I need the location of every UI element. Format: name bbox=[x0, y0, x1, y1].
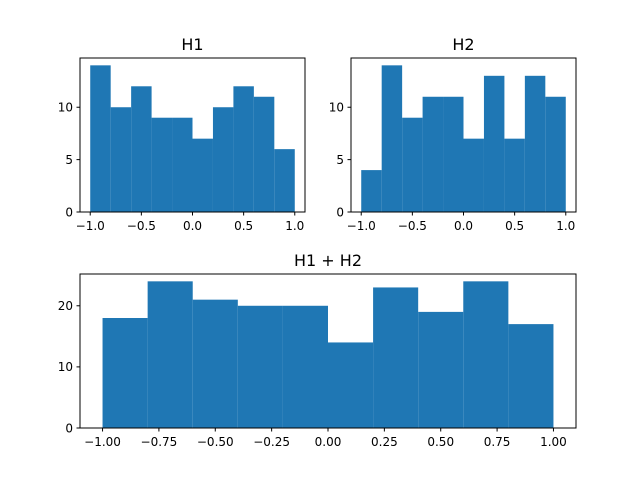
histogram-bar bbox=[192, 299, 238, 428]
histogram-bar bbox=[253, 96, 275, 212]
y-tick-label: 0 bbox=[336, 205, 344, 219]
y-tick-label: 5 bbox=[336, 153, 344, 167]
subplot-h2: −1.0 −0.5 0.0 0.5 1.0 0 5 10 H2 bbox=[329, 35, 577, 233]
chart-title: H1 + H2 bbox=[294, 251, 362, 270]
histogram-bar bbox=[545, 96, 566, 212]
histogram-bar bbox=[361, 170, 382, 212]
histogram-bar bbox=[422, 96, 444, 212]
x-tick-label: 1.00 bbox=[540, 435, 567, 449]
x-tick-label: 0.5 bbox=[505, 219, 524, 233]
histogram-bar bbox=[151, 117, 173, 212]
histogram-bar bbox=[237, 305, 283, 428]
x-tick-label: −0.75 bbox=[141, 435, 178, 449]
x-tick-label: −0.25 bbox=[253, 435, 290, 449]
histogram-bar bbox=[463, 281, 509, 428]
histogram-bar bbox=[418, 311, 464, 428]
histogram-bar bbox=[381, 65, 403, 212]
x-tick-label: 0.50 bbox=[427, 435, 454, 449]
x-tick-label: 0.25 bbox=[371, 435, 398, 449]
histogram-bar bbox=[274, 149, 295, 212]
x-tick-label: −1.0 bbox=[76, 219, 105, 233]
histogram-bar bbox=[508, 324, 554, 428]
y-tick-label: 0 bbox=[65, 205, 73, 219]
histogram-bar bbox=[483, 75, 505, 212]
histogram-bar bbox=[233, 86, 254, 212]
x-tick-label: −1.00 bbox=[84, 435, 121, 449]
x-tick-label: 1.0 bbox=[285, 219, 304, 233]
x-tick-label: −0.5 bbox=[127, 219, 156, 233]
x-tick-label: 0.5 bbox=[234, 219, 253, 233]
histogram-bar bbox=[402, 117, 423, 212]
y-tick-label: 10 bbox=[58, 101, 73, 115]
x-tick-label: −0.50 bbox=[197, 435, 234, 449]
subplot-h1: −1.0 −0.5 0.0 0.5 1.0 0 5 10 H1 bbox=[58, 35, 306, 233]
x-tick-label: 0.00 bbox=[315, 435, 342, 449]
histogram-bar bbox=[131, 86, 152, 212]
x-tick-label: 0.75 bbox=[484, 435, 511, 449]
x-tick-label: −0.5 bbox=[398, 219, 427, 233]
x-tick-label: 1.0 bbox=[556, 219, 575, 233]
histogram-bar bbox=[328, 342, 374, 428]
subplot-h1-plus-h2: −1.00 −0.75 −0.50 −0.25 0.00 0.25 0.50 0.75 1.00… bbox=[58, 251, 577, 449]
y-tick-label: 20 bbox=[58, 299, 73, 313]
histogram-bar bbox=[192, 138, 213, 212]
histogram-bar bbox=[110, 107, 132, 212]
histogram-bar bbox=[212, 107, 234, 212]
x-tick-label: 0.0 bbox=[454, 219, 473, 233]
histogram-bar bbox=[504, 138, 525, 212]
y-tick-label: 0 bbox=[65, 421, 73, 435]
histogram-bar bbox=[443, 96, 464, 212]
y-tick-label: 10 bbox=[329, 101, 344, 115]
x-tick-label: −1.0 bbox=[347, 219, 376, 233]
histogram-bar bbox=[147, 281, 193, 428]
histogram-bar bbox=[282, 305, 328, 428]
y-tick-label: 5 bbox=[65, 153, 73, 167]
chart-title: H2 bbox=[452, 35, 474, 54]
histogram-bar bbox=[524, 75, 546, 212]
y-tick-label: 10 bbox=[58, 360, 73, 374]
histogram-bar bbox=[172, 117, 193, 212]
chart-title: H1 bbox=[181, 35, 203, 54]
histogram-bar bbox=[463, 138, 484, 212]
x-tick-label: 0.0 bbox=[183, 219, 202, 233]
histogram-bar bbox=[373, 287, 419, 428]
histogram-bar bbox=[102, 318, 148, 428]
histogram-bar bbox=[90, 65, 111, 212]
